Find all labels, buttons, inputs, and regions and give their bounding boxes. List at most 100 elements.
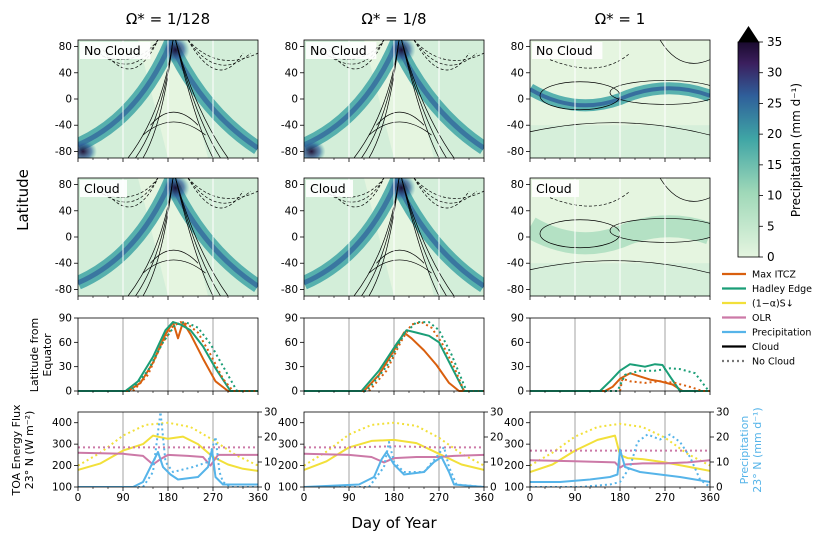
precip-field — [304, 178, 484, 296]
series-max_itcz-no-cloud — [530, 377, 710, 392]
y-tick-label: 0 — [291, 232, 298, 244]
y-tick-label: 30 — [716, 407, 729, 419]
y-tick-label: 400 — [504, 417, 524, 429]
series-olr-cloud — [304, 452, 484, 464]
x-tick-label: 360 — [248, 492, 268, 504]
series-hadley_edge-no-cloud — [530, 367, 711, 392]
y-tick-label: 80 — [285, 179, 298, 191]
contour — [328, 40, 385, 70]
lat-panel-no-cloud-2: No Cloud 80 40 0 -40 -80 — [281, 39, 485, 162]
streamfunction-contours — [87, 40, 258, 158]
contour — [376, 249, 425, 264]
column-title-3: Ω* = 1 — [595, 10, 646, 28]
y-tick-label: 20 — [490, 432, 503, 444]
contour — [142, 178, 174, 296]
contour — [321, 40, 385, 65]
y-tick-label: -40 — [507, 120, 524, 132]
y-tick-label: 80 — [285, 41, 298, 53]
extent-panel-3: 0 30 60 90 — [511, 313, 711, 398]
column-title-2: Ω* = 1/8 — [361, 10, 426, 28]
y-tick-label: -40 — [55, 120, 72, 132]
series-precipitation-no-cloud — [530, 433, 710, 487]
lat-panel-cloud-3: Cloud 80 40 0 -40 -80 — [507, 177, 711, 300]
precip-max-blob — [161, 40, 190, 64]
colorbar-tick-label: 15 — [767, 158, 782, 172]
y-tick-label: 60 — [511, 337, 524, 349]
extent-panel-1: 0 30 60 90 — [59, 313, 259, 398]
x-tick-label: 180 — [384, 492, 404, 504]
series-precipitation-cloud — [530, 448, 710, 483]
panel-label-cloud: Cloud — [536, 181, 572, 196]
panel-label-box — [306, 180, 353, 197]
streamfunction-contours — [313, 40, 484, 158]
x-tick-label: 90 — [116, 492, 129, 504]
panel-label-box — [306, 42, 377, 59]
series-max_itcz-no-cloud — [78, 321, 258, 392]
precip-max-blob — [387, 178, 416, 202]
precip-field — [78, 40, 258, 158]
contour — [401, 40, 440, 158]
lat-panel-cloud-2: Cloud 80 40 0 -40 -80 — [281, 177, 485, 300]
series-olr-no-cloud — [304, 445, 484, 449]
y-tick-label: 40 — [511, 205, 524, 217]
y-tick-label: 40 — [285, 67, 298, 79]
y-tick-label: -80 — [55, 284, 72, 296]
legend-label-hadley_edge: Hadley Edge — [752, 284, 812, 295]
toa-panel-2: 0 90 180 270 360 100 200 300 400 0 10 20 30 — [278, 407, 503, 505]
extent-panel-2: 0 30 60 90 — [285, 313, 485, 398]
contour — [175, 40, 214, 158]
contour — [95, 40, 159, 65]
x-tick-label: 270 — [203, 492, 223, 504]
panel-label-no-cloud: No Cloud — [310, 43, 367, 58]
toa-series-group — [304, 412, 484, 487]
y-tick-label: 0 — [517, 94, 524, 106]
contour — [549, 190, 631, 207]
panel-label-cloud: Cloud — [310, 181, 346, 196]
y-tick-label: -80 — [507, 284, 524, 296]
contour — [142, 40, 174, 158]
contour — [187, 178, 244, 209]
legend-label-absorbed_sw: (1−α)S↓ — [752, 299, 794, 310]
contour — [413, 178, 470, 209]
series-precipitation-no-cloud — [78, 412, 258, 487]
y-tick-label: 80 — [59, 41, 72, 53]
streamfunction-contours — [313, 178, 484, 296]
contour — [368, 40, 400, 158]
series-absorbed_sw-no-cloud — [530, 422, 710, 467]
panel-label-no-cloud: No Cloud — [536, 43, 593, 58]
x-tick-label: 0 — [527, 492, 534, 504]
contour — [401, 40, 455, 158]
contour — [102, 40, 159, 70]
toa-series-group — [78, 412, 258, 487]
streamfunction-contours — [87, 178, 258, 296]
colorbar-tick-label: 5 — [767, 219, 775, 233]
y-tick-label: 0 — [65, 386, 72, 398]
y-tick-label: 0 — [716, 482, 723, 494]
y-tick-label: 0 — [490, 482, 497, 494]
contour — [659, 40, 710, 64]
precip-max-blob — [78, 139, 97, 158]
y-tick-label: -80 — [507, 146, 524, 158]
contour — [401, 178, 440, 296]
precip-axis-label-line2: 23° N (mm d⁻¹) — [751, 407, 764, 492]
y-tick-label: 30 — [59, 361, 72, 373]
series-hadley_edge-no-cloud — [304, 321, 484, 392]
contour — [549, 52, 631, 69]
contour — [401, 178, 447, 296]
legend-label-precipitation: Precipitation — [752, 328, 811, 339]
contour — [87, 178, 159, 198]
panel-label-box — [80, 180, 127, 197]
contour — [175, 178, 214, 296]
colorbar-tick-label: 35 — [767, 35, 782, 49]
contour — [368, 259, 432, 274]
contour — [187, 40, 251, 66]
panel-label-box — [532, 42, 603, 59]
contour — [401, 178, 455, 296]
y-tick-label: -40 — [281, 258, 298, 270]
y-tick-label: 40 — [511, 67, 524, 79]
y-tick-label: 40 — [285, 205, 298, 217]
y-tick-label: 90 — [59, 313, 72, 325]
contour — [413, 40, 470, 71]
x-tick-label: 360 — [474, 492, 494, 504]
